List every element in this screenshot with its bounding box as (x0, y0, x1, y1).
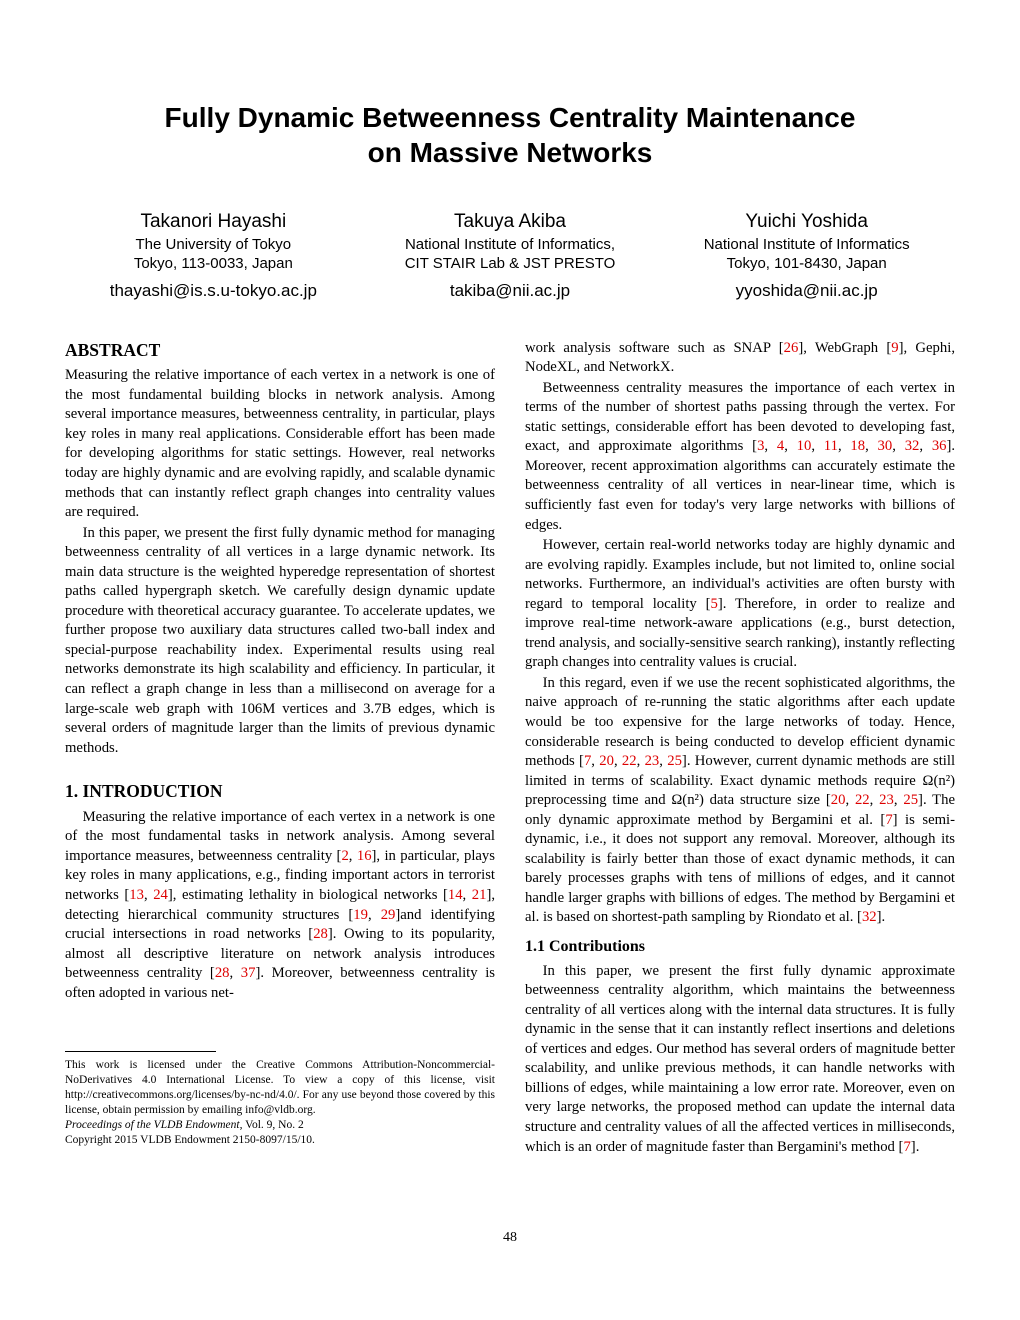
abstract-heading: ABSTRACT (65, 339, 495, 363)
ref-link[interactable]: 10 (797, 438, 812, 454)
col2-para-2: Betweenness centrality measures the impo… (525, 379, 955, 535)
body-columns: ABSTRACT Measuring the relative importan… (65, 339, 955, 1209)
col2-p2d: , (811, 438, 823, 454)
ref-link[interactable]: 21 (472, 887, 487, 903)
col2-para-1: work analysis software such as SNAP [26]… (525, 339, 955, 378)
col2-p4c: , (614, 753, 622, 769)
ref-link[interactable]: 25 (903, 792, 918, 808)
col2-p4i: , (894, 792, 904, 808)
author-2-affil2: CIT STAIR Lab & JST PRESTO (370, 254, 651, 274)
col2-p4d: , (637, 753, 645, 769)
author-2-affil1: National Institute of Informatics, (370, 235, 651, 255)
col2-p4h: , (870, 792, 880, 808)
ref-link[interactable]: 22 (622, 753, 637, 769)
footnote-proceedings: Proceedings of the VLDB Endowment, Vol. … (65, 1118, 495, 1133)
author-3-affil2: Tokyo, 101-8430, Japan (666, 254, 947, 274)
author-3-email: yyoshida@nii.ac.jp (666, 280, 947, 303)
ref-link[interactable]: 16 (357, 848, 372, 864)
contrib-para-1: In this paper, we present the first full… (525, 962, 955, 1157)
author-3-affil1: National Institute of Informatics (666, 235, 947, 255)
col2-p2c: , (784, 438, 796, 454)
ref-link[interactable]: 20 (831, 792, 846, 808)
ref-link[interactable]: 29 (381, 907, 396, 923)
ref-link[interactable]: 19 (353, 907, 368, 923)
col2-p2h: , (919, 438, 931, 454)
ref-link[interactable]: 18 (850, 438, 865, 454)
ref-link[interactable]: 28 (215, 965, 230, 981)
author-3-name: Yuichi Yoshida (666, 210, 947, 235)
ref-link[interactable]: 5 (711, 596, 718, 612)
author-1: Takanori Hayashi The University of Tokyo… (65, 210, 362, 303)
ref-link[interactable]: 32 (905, 438, 920, 454)
footnote-copyright: Copyright 2015 VLDB Endowment 2150-8097/… (65, 1133, 495, 1148)
footnote-license: This work is licensed under the Creative… (65, 1058, 495, 1118)
contrib-p1a: In this paper, we present the first full… (525, 963, 955, 1155)
abstract-para-1: Measuring the relative importance of eac… (65, 366, 495, 522)
col2-p2f: , (865, 438, 877, 454)
ref-link[interactable]: 37 (241, 965, 256, 981)
author-3: Yuichi Yoshida National Institute of Inf… (658, 210, 955, 303)
abstract-para-2: In this paper, we present the first full… (65, 524, 495, 759)
col2-p2e: , (838, 438, 850, 454)
ref-link[interactable]: 9 (891, 340, 898, 356)
intro-p1b: , (349, 848, 357, 864)
ref-link[interactable]: 22 (855, 792, 870, 808)
ref-link[interactable]: 23 (879, 792, 894, 808)
title-line1: Fully Dynamic Betweenness Centrality Mai… (165, 102, 856, 133)
col2-para-4: In this regard, even if we use the recen… (525, 674, 955, 928)
intro-p1f: , (463, 887, 472, 903)
author-2: Takuya Akiba National Institute of Infor… (362, 210, 659, 303)
author-2-name: Takuya Akiba (370, 210, 651, 235)
ref-link[interactable]: 30 (878, 438, 893, 454)
ref-link[interactable]: 24 (153, 887, 168, 903)
ref-link[interactable]: 32 (862, 909, 877, 925)
col2-p4k: ] is semi-dynamic, i.e., it does not sup… (525, 812, 955, 926)
intro-p1e: ], estimating lethality in biological ne… (168, 887, 448, 903)
ref-link[interactable]: 13 (129, 887, 144, 903)
intro-para-1: Measuring the relative importance of eac… (65, 808, 495, 1003)
intro-p1h: , (368, 907, 381, 923)
ref-link[interactable]: 36 (932, 438, 947, 454)
intro-p1d: , (144, 887, 153, 903)
col2-p1b: ], WebGraph [ (798, 340, 891, 356)
footnote-proceedings-italic: Proceedings of the VLDB Endowment, (65, 1119, 242, 1131)
author-1-email: thayashi@is.s.u-tokyo.ac.jp (73, 280, 354, 303)
author-1-affil2: Tokyo, 113-0033, Japan (73, 254, 354, 274)
authors-block: Takanori Hayashi The University of Tokyo… (65, 210, 955, 303)
intro-p1k: , (230, 965, 241, 981)
footnote-rule (65, 1051, 216, 1052)
col2-p2g: , (892, 438, 904, 454)
col2-p2b: , (764, 438, 776, 454)
ref-link[interactable]: 26 (784, 340, 799, 356)
intro-heading: 1. INTRODUCTION (65, 780, 495, 804)
ref-link[interactable]: 14 (448, 887, 463, 903)
contributions-heading: 1.1 Contributions (525, 936, 955, 958)
footnote-proceedings-vol: Vol. 9, No. 2 (242, 1119, 303, 1131)
ref-link[interactable]: 23 (645, 753, 660, 769)
ref-link[interactable]: 7 (885, 812, 892, 828)
author-1-affil1: The University of Tokyo (73, 235, 354, 255)
ref-link[interactable]: 25 (667, 753, 682, 769)
col2-para-3: However, certain real-world networks tod… (525, 536, 955, 673)
ref-link[interactable]: 28 (313, 926, 328, 942)
author-2-email: takiba@nii.ac.jp (370, 280, 651, 303)
paper-title: Fully Dynamic Betweenness Centrality Mai… (65, 100, 955, 170)
col2-p4g: , (845, 792, 855, 808)
ref-link[interactable]: 11 (824, 438, 838, 454)
col2-p1a: work analysis software such as SNAP [ (525, 340, 784, 356)
contrib-p1b: ]. (911, 1139, 920, 1155)
page-number: 48 (65, 1229, 955, 1248)
col2-p4l: ]. (877, 909, 886, 925)
title-line2: on Massive Networks (368, 137, 653, 168)
ref-link[interactable]: 20 (599, 753, 614, 769)
author-1-name: Takanori Hayashi (73, 210, 354, 235)
ref-link[interactable]: 7 (903, 1139, 910, 1155)
ref-link[interactable]: 2 (341, 848, 348, 864)
